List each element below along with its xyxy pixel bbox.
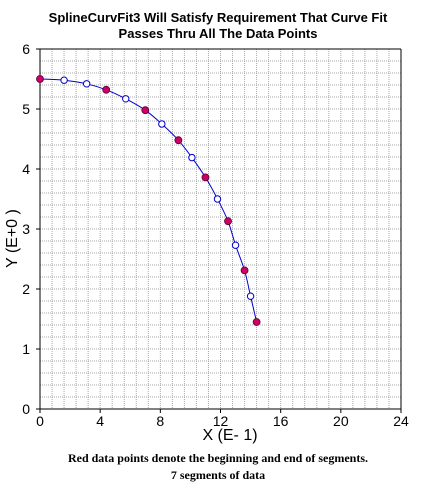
- x-tick-label: 16: [273, 413, 289, 429]
- y-tick-label: 0: [22, 401, 30, 417]
- x-tick-label: 8: [156, 413, 164, 429]
- segment-endpoint-marker: [102, 85, 111, 94]
- x-tick-label: 4: [96, 413, 104, 429]
- data-point-marker: [158, 120, 166, 128]
- data-markers: [36, 75, 261, 326]
- data-point-marker: [231, 241, 240, 249]
- segment-endpoint-marker: [252, 318, 261, 326]
- segment-endpoint-marker: [141, 106, 150, 115]
- axes: [36, 48, 402, 413]
- y-tick-label: 4: [22, 161, 30, 177]
- data-point-marker: [60, 76, 68, 84]
- y-tick-label: 3: [22, 221, 30, 237]
- x-tick-label: 24: [393, 413, 409, 429]
- data-point-marker: [122, 95, 130, 103]
- y-tick-label: 2: [22, 281, 30, 297]
- fit-curve: [39, 78, 258, 323]
- data-point-marker: [188, 153, 196, 162]
- data-point-marker: [213, 195, 222, 203]
- x-tick-label: 20: [333, 413, 349, 429]
- caption-segment-count: 7 segments of data: [170, 468, 266, 482]
- x-axis-label: X (E- 1): [202, 427, 258, 444]
- x-tick-label: 0: [36, 413, 44, 429]
- segment-endpoint-marker: [174, 136, 183, 145]
- segment-endpoint-marker: [224, 217, 232, 226]
- chart-subtitle: Passes Thru All The Data Points: [118, 26, 318, 41]
- segment-endpoint-marker: [240, 266, 249, 275]
- segment-endpoint-marker: [36, 75, 44, 83]
- data-point-marker: [246, 292, 255, 300]
- data-point-marker: [82, 80, 91, 88]
- y-tick-label: 6: [22, 41, 30, 57]
- y-tick-label: 1: [22, 341, 30, 357]
- segment-endpoint-marker: [201, 173, 210, 182]
- y-tick-label: 5: [22, 101, 30, 117]
- grid: [40, 49, 401, 409]
- x-tick-label: 12: [213, 413, 229, 429]
- caption-segments-note: Red data points denote the beginning and…: [67, 451, 369, 465]
- y-axis-label: Y (E+0 ): [4, 209, 21, 268]
- chart-title: SplineCurvFit3 Will Satisfy Requirement …: [48, 10, 388, 25]
